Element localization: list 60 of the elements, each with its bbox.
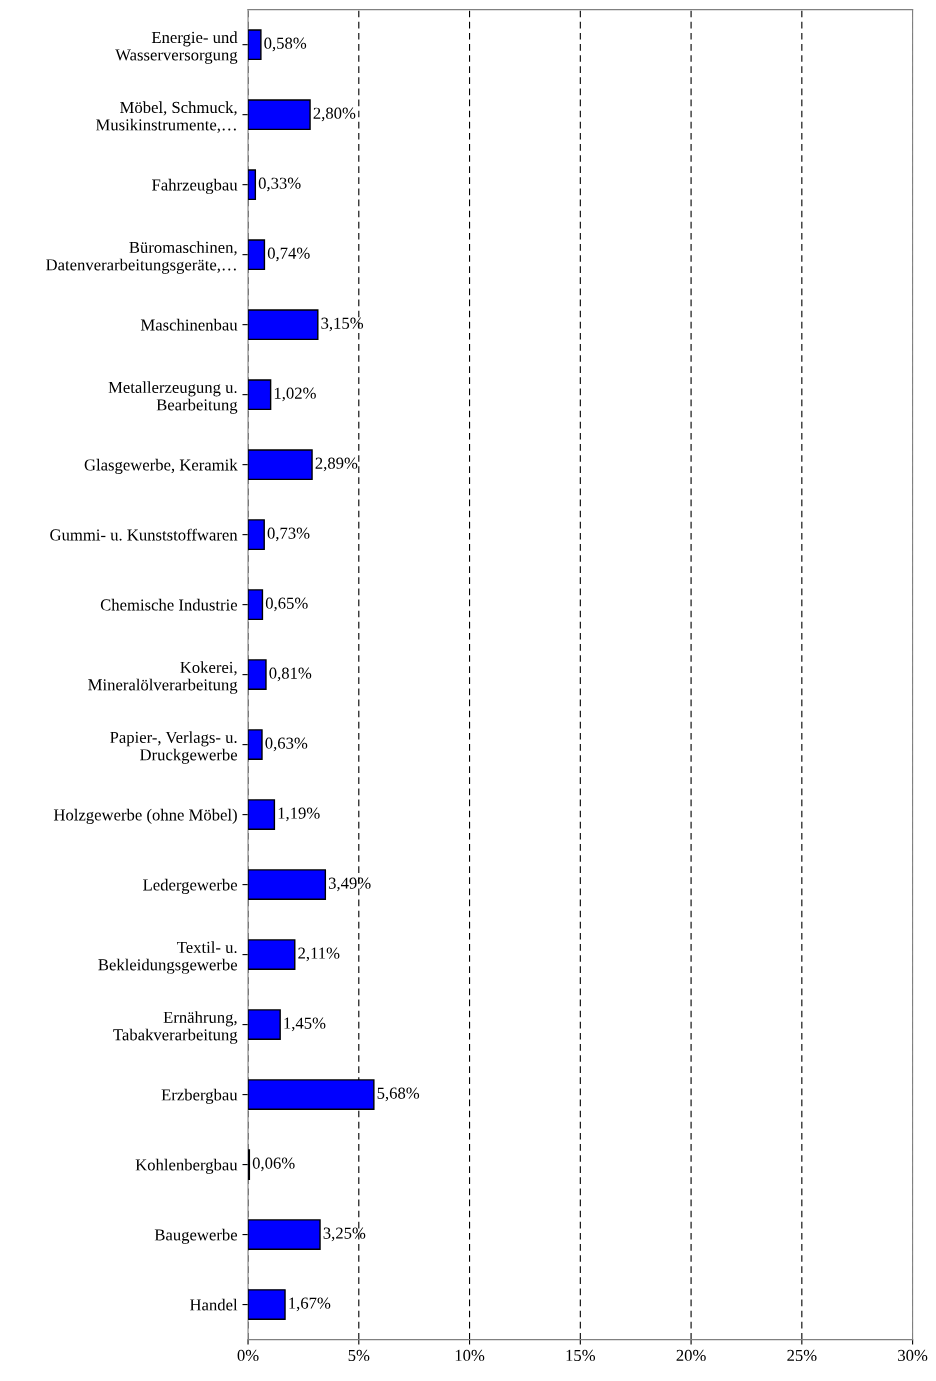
data-label: 0,33% [258,177,301,192]
bar [248,379,272,411]
data-label: 3,25% [323,1227,366,1242]
bar [248,449,313,481]
y-tick-label: Ledergewerbe [143,878,238,894]
data-label: 0,73% [267,527,310,542]
data-label: 0,58% [264,37,307,52]
bar [248,799,276,831]
x-tick-label: 30% [898,1349,928,1362]
data-label: 0,65% [265,597,308,612]
bar [248,1219,321,1250]
bar [248,239,266,271]
bar [248,729,263,761]
y-tick-label: Papier-, Verlags- u. Druckgewerbe [110,731,238,764]
x-tick-label: 20% [676,1349,706,1362]
bar [248,99,311,131]
data-label: 1,02% [274,387,316,402]
data-label: 0,81% [269,667,312,682]
y-tick-label: Kokerei, Mineralölverarbeitung [88,661,238,694]
y-tick-label: Fahrzeugbau [152,178,238,195]
data-label: 3,15% [321,317,364,332]
data-label: 5,68% [377,1087,420,1102]
data-label: 1,45% [284,1017,326,1032]
bar [248,1289,286,1320]
y-tick-label: Energie- und Wasserversorgung [115,31,238,64]
y-tick-label: Gummi- u. Kunststoffwaren [50,528,238,541]
x-tick-label: 0% [237,1349,259,1362]
bar [248,939,296,970]
data-label: 1,19% [278,807,320,822]
y-tick-label: Textil- u. Bekleidungsgewerbe [98,941,238,974]
data-label: 0,74% [267,247,310,262]
data-label: 2,80% [313,107,356,122]
bar [248,1009,281,1040]
bar [248,659,267,691]
y-tick-label: Chemische Industrie [100,598,238,611]
data-label: 1,67% [289,1297,331,1312]
data-label: 0,63% [265,737,308,752]
bar [248,29,262,61]
bar [248,869,327,900]
y-tick-label: Ernährung, Tabakverarbeitung [113,1011,238,1044]
data-label: 2,89% [315,457,358,472]
y-tick-label: Kohlenbergbau [135,1158,238,1174]
x-tick-label: 5% [348,1349,370,1362]
data-label: 3,49% [328,877,371,892]
y-tick-label: Baugewerbe [154,1228,238,1244]
y-tick-label: Holzgewerbe (ohne Möbel) [53,808,237,824]
y-tick-label: Büromaschinen, Datenverarbeitungsgeräte,… [46,241,237,274]
x-tick-label: 10% [455,1349,485,1362]
y-tick-label: Möbel, Schmuck, Musikinstrumente,… [95,101,237,133]
y-tick-label: Handel [189,1298,238,1311]
x-tick-label: 25% [787,1349,817,1362]
data-label: 2,11% [298,947,340,962]
y-tick-label: Erzbergbau [161,1088,238,1104]
bar [248,519,265,551]
bar [248,309,319,341]
y-tick-label: Metallerzeugung u. Bearbeitung [108,381,238,414]
y-tick-label: Glasgewerbe, Keramik [84,458,238,475]
x-tick-label: 15% [566,1349,596,1362]
y-tick-label: Maschinenbau [140,318,238,331]
data-label: 0,06% [252,1157,295,1172]
